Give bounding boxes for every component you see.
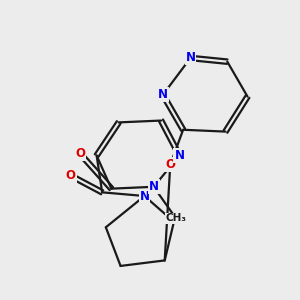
Text: N: N (158, 88, 168, 101)
Text: O: O (165, 158, 175, 171)
Text: CH₃: CH₃ (165, 213, 186, 223)
Text: N: N (140, 190, 149, 202)
Text: O: O (75, 147, 85, 160)
Text: N: N (174, 149, 184, 162)
Text: N: N (185, 52, 196, 64)
Text: O: O (66, 169, 76, 182)
Text: N: N (149, 180, 159, 193)
